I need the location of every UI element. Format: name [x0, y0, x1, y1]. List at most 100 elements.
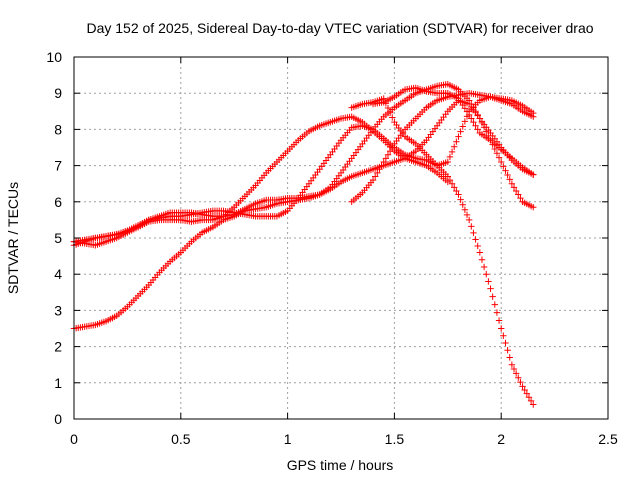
y-tick-label: 1 — [54, 375, 62, 391]
data-point — [455, 133, 462, 140]
y-tick-label: 10 — [46, 49, 62, 65]
data-point — [515, 191, 522, 198]
data-point — [485, 278, 492, 285]
data-point — [530, 171, 537, 178]
y-tick-label: 3 — [54, 302, 62, 318]
data-point — [389, 114, 396, 121]
data-point — [506, 176, 513, 183]
data-point — [472, 108, 479, 115]
data-point — [491, 301, 498, 308]
data-point — [512, 370, 520, 377]
series-track-6 — [348, 93, 537, 169]
data-point — [500, 332, 507, 339]
x-tick-label: 1.5 — [385, 431, 405, 447]
data-point — [389, 144, 396, 151]
data-point — [530, 113, 537, 120]
data-point — [506, 354, 513, 361]
data-point — [504, 171, 511, 179]
x-tick-label: 2.5 — [598, 431, 618, 447]
data-point — [517, 378, 524, 386]
data-point — [478, 256, 486, 263]
data-point — [530, 204, 537, 211]
data-point — [476, 249, 484, 256]
data-point — [498, 325, 505, 332]
y-tick-label: 5 — [54, 230, 62, 246]
y-tick-label: 7 — [54, 158, 62, 174]
y-tick-label: 8 — [54, 121, 62, 137]
data-point — [474, 242, 481, 250]
data-point — [386, 147, 394, 155]
axis-ticks: 0 0.5 1 1.5 2 2.5 0 1 2 3 4 5 6 7 8 9 10 — [46, 49, 618, 447]
data-point — [493, 309, 501, 316]
data-point — [463, 211, 471, 219]
data-point — [463, 108, 471, 115]
data-point — [478, 119, 486, 127]
data-point — [493, 150, 501, 157]
data-point — [483, 128, 490, 135]
data-point — [455, 191, 462, 198]
data-point — [519, 383, 526, 390]
x-tick-label: 1 — [284, 431, 292, 447]
data-point — [523, 390, 531, 397]
data-point — [369, 176, 377, 184]
data-point — [527, 397, 535, 405]
y-tick-label: 2 — [54, 339, 62, 355]
data-point — [461, 206, 469, 213]
data-point — [451, 143, 458, 150]
data-point — [459, 201, 466, 208]
data-point — [495, 317, 503, 324]
chart-title: Day 152 of 2025, Sidereal Day-to-day VTE… — [86, 20, 593, 36]
data-point — [500, 163, 507, 170]
data-point — [498, 158, 505, 166]
data-point — [386, 109, 394, 116]
data-point — [487, 285, 494, 292]
data-point — [444, 173, 451, 180]
data-point — [476, 115, 484, 122]
data-point — [517, 194, 524, 202]
data-point — [376, 166, 383, 173]
data-point — [502, 339, 509, 347]
data-point — [465, 97, 473, 104]
data-point — [444, 158, 451, 166]
data-point — [470, 118, 477, 126]
series-track-7 — [369, 84, 537, 178]
x-axis-label: GPS time / hours — [287, 457, 394, 473]
data-point — [470, 229, 477, 237]
data-point — [374, 169, 381, 177]
data-point — [459, 123, 466, 130]
data-point — [451, 184, 458, 191]
data-point — [468, 115, 475, 122]
data-point — [495, 154, 503, 161]
y-tick-label: 0 — [54, 411, 62, 427]
data-point — [504, 347, 511, 354]
data-point — [472, 122, 479, 129]
data-point — [461, 105, 469, 112]
data-point — [483, 271, 490, 278]
data-point — [502, 167, 509, 174]
data-point — [472, 236, 479, 243]
data-point — [508, 361, 516, 368]
data-point — [515, 374, 522, 381]
data-point — [382, 155, 390, 162]
data-point — [446, 153, 454, 161]
y-axis-label: SDTVAR / TECUs — [5, 182, 21, 294]
data-point — [455, 95, 462, 102]
data-point — [384, 104, 392, 112]
data-point — [459, 101, 466, 109]
data-point — [380, 158, 387, 166]
data-point — [489, 293, 496, 300]
data-point — [474, 111, 481, 119]
data-point — [453, 138, 460, 145]
data-point — [453, 187, 460, 195]
data-point — [461, 118, 469, 125]
x-tick-label: 0.5 — [171, 431, 191, 447]
x-tick-label: 0 — [70, 431, 78, 447]
data-point — [508, 180, 516, 187]
data-point — [446, 176, 454, 184]
data-point — [474, 126, 481, 133]
data-point — [480, 263, 488, 271]
data-point — [448, 148, 456, 156]
data-point — [384, 151, 392, 158]
